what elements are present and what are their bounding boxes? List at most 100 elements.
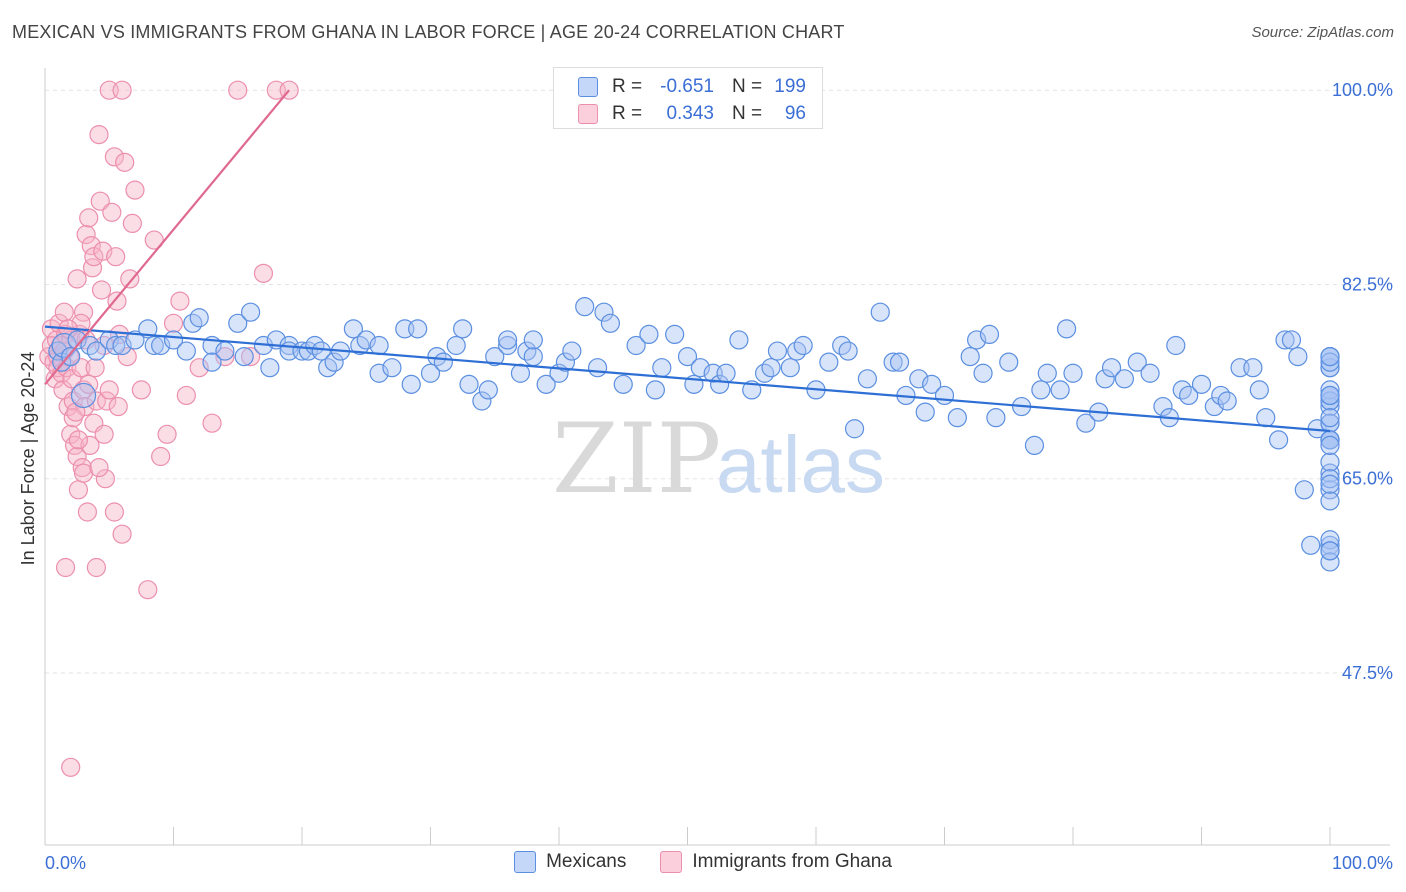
ghana-point xyxy=(104,502,124,522)
ghana-point xyxy=(73,302,94,322)
mexicans-point xyxy=(1268,430,1289,450)
legend-item-mexicans: Mexicans xyxy=(514,851,626,873)
ghana-point xyxy=(67,446,87,467)
mexicans-point xyxy=(1179,385,1199,406)
legend-item-ghana: Immigrants from Ghana xyxy=(660,851,892,873)
mexicans-point xyxy=(234,347,254,367)
mexicans-point xyxy=(1076,413,1096,433)
mexicans-point xyxy=(1056,319,1077,339)
y-tick-label: 100.0% xyxy=(1332,80,1393,100)
ghana-point xyxy=(163,313,184,333)
legend: Mexicans Immigrants from Ghana xyxy=(0,851,1406,873)
ghana-point xyxy=(202,413,222,433)
mexicans-point xyxy=(163,330,184,350)
mexicans-point xyxy=(1320,452,1340,472)
ghana-point xyxy=(90,191,110,211)
mexicans-point xyxy=(1301,535,1321,555)
ghana-point xyxy=(253,263,274,283)
ghana-point xyxy=(241,347,261,367)
r-label: R = xyxy=(612,76,643,97)
mexicans-point xyxy=(382,358,402,378)
ghana-point xyxy=(85,358,105,378)
ghana-point xyxy=(75,396,95,417)
mexicans-point xyxy=(729,330,749,350)
mexicans-point xyxy=(652,358,672,378)
mexicans-point xyxy=(710,374,730,394)
mexicans-point xyxy=(1320,391,1340,411)
mexicans-point xyxy=(780,358,800,378)
trend-lines xyxy=(44,89,1331,433)
ghana-point xyxy=(106,247,126,267)
mexicans-point xyxy=(1140,363,1160,383)
mexicans-point xyxy=(575,297,595,317)
mexicans-point xyxy=(459,374,479,394)
r-label: R = xyxy=(612,103,643,124)
axes xyxy=(44,68,1390,846)
ghana-point xyxy=(54,302,74,322)
mexicans-point xyxy=(626,335,646,356)
mexicans-point xyxy=(999,352,1019,372)
watermark-atlas: atlas xyxy=(716,420,885,509)
x-tick-label: 100.0% xyxy=(1332,853,1393,873)
ghana-point xyxy=(112,80,132,100)
mexicans-point xyxy=(934,385,955,406)
ghana-point xyxy=(176,385,196,406)
stats-swatch-mexicans xyxy=(578,77,598,97)
ghana-point xyxy=(79,208,99,228)
ghana-point xyxy=(68,480,89,500)
ghana-trend-line xyxy=(44,89,290,386)
ghana-point xyxy=(112,524,132,544)
ghana-point xyxy=(117,347,137,367)
series-mexicans-points xyxy=(48,297,1340,572)
mexicans-point xyxy=(1320,435,1340,455)
mexicans-point xyxy=(1031,380,1051,400)
mexicans-point xyxy=(420,363,441,383)
y-tick-label: 65.0% xyxy=(1342,469,1393,489)
mexicans-point xyxy=(1320,347,1340,367)
mexicans-point xyxy=(138,319,158,339)
ghana-point xyxy=(86,557,107,578)
mexicans-point xyxy=(1320,530,1340,550)
ghana-point xyxy=(228,80,248,100)
stats-row-ghana: R = 0.343 N = 96 xyxy=(578,101,806,127)
mexicans-point xyxy=(838,341,858,361)
mexicans-point xyxy=(870,302,890,322)
mexicans-point xyxy=(401,374,421,394)
mexicans-point xyxy=(1320,463,1340,483)
n-label: N = xyxy=(732,103,763,124)
mexicans-point xyxy=(613,374,633,394)
mexicans-point xyxy=(241,302,261,322)
mexicans-point xyxy=(844,419,865,439)
ghana-point xyxy=(55,557,76,578)
mexicans-point xyxy=(478,380,498,400)
mexicans-point xyxy=(485,347,505,367)
mexicans-point xyxy=(562,341,582,361)
ghana-point xyxy=(89,458,109,478)
mexicans-point xyxy=(343,319,363,339)
mexicans-point xyxy=(260,358,280,378)
mexicans-point xyxy=(1320,358,1340,378)
mexicans-point xyxy=(1320,491,1340,511)
mexicans-point xyxy=(1320,535,1340,555)
n-label: N = xyxy=(732,76,763,97)
ghana-point xyxy=(91,280,112,300)
mexicans-trend-line xyxy=(44,325,1331,433)
mexicans-point xyxy=(600,313,621,333)
mexicans-point xyxy=(189,308,209,328)
ghana-point xyxy=(80,435,100,455)
mexicans-point xyxy=(677,347,698,367)
mexicans-point xyxy=(1320,385,1340,406)
series-ghana-points xyxy=(39,80,299,777)
mexicans-point xyxy=(1320,413,1340,433)
mexicans-point xyxy=(1320,480,1340,500)
mexicans-point xyxy=(1320,380,1340,400)
ghana-point xyxy=(67,269,87,289)
legend-label-ghana: Immigrants from Ghana xyxy=(692,851,892,872)
mexicans-point xyxy=(922,374,942,394)
mexicans-point xyxy=(793,335,813,356)
ghana-point xyxy=(157,424,177,444)
r-value: -0.651 xyxy=(660,76,714,97)
mexicans-point xyxy=(228,313,248,333)
ghana-point xyxy=(170,291,190,311)
ghana-point xyxy=(122,213,142,233)
